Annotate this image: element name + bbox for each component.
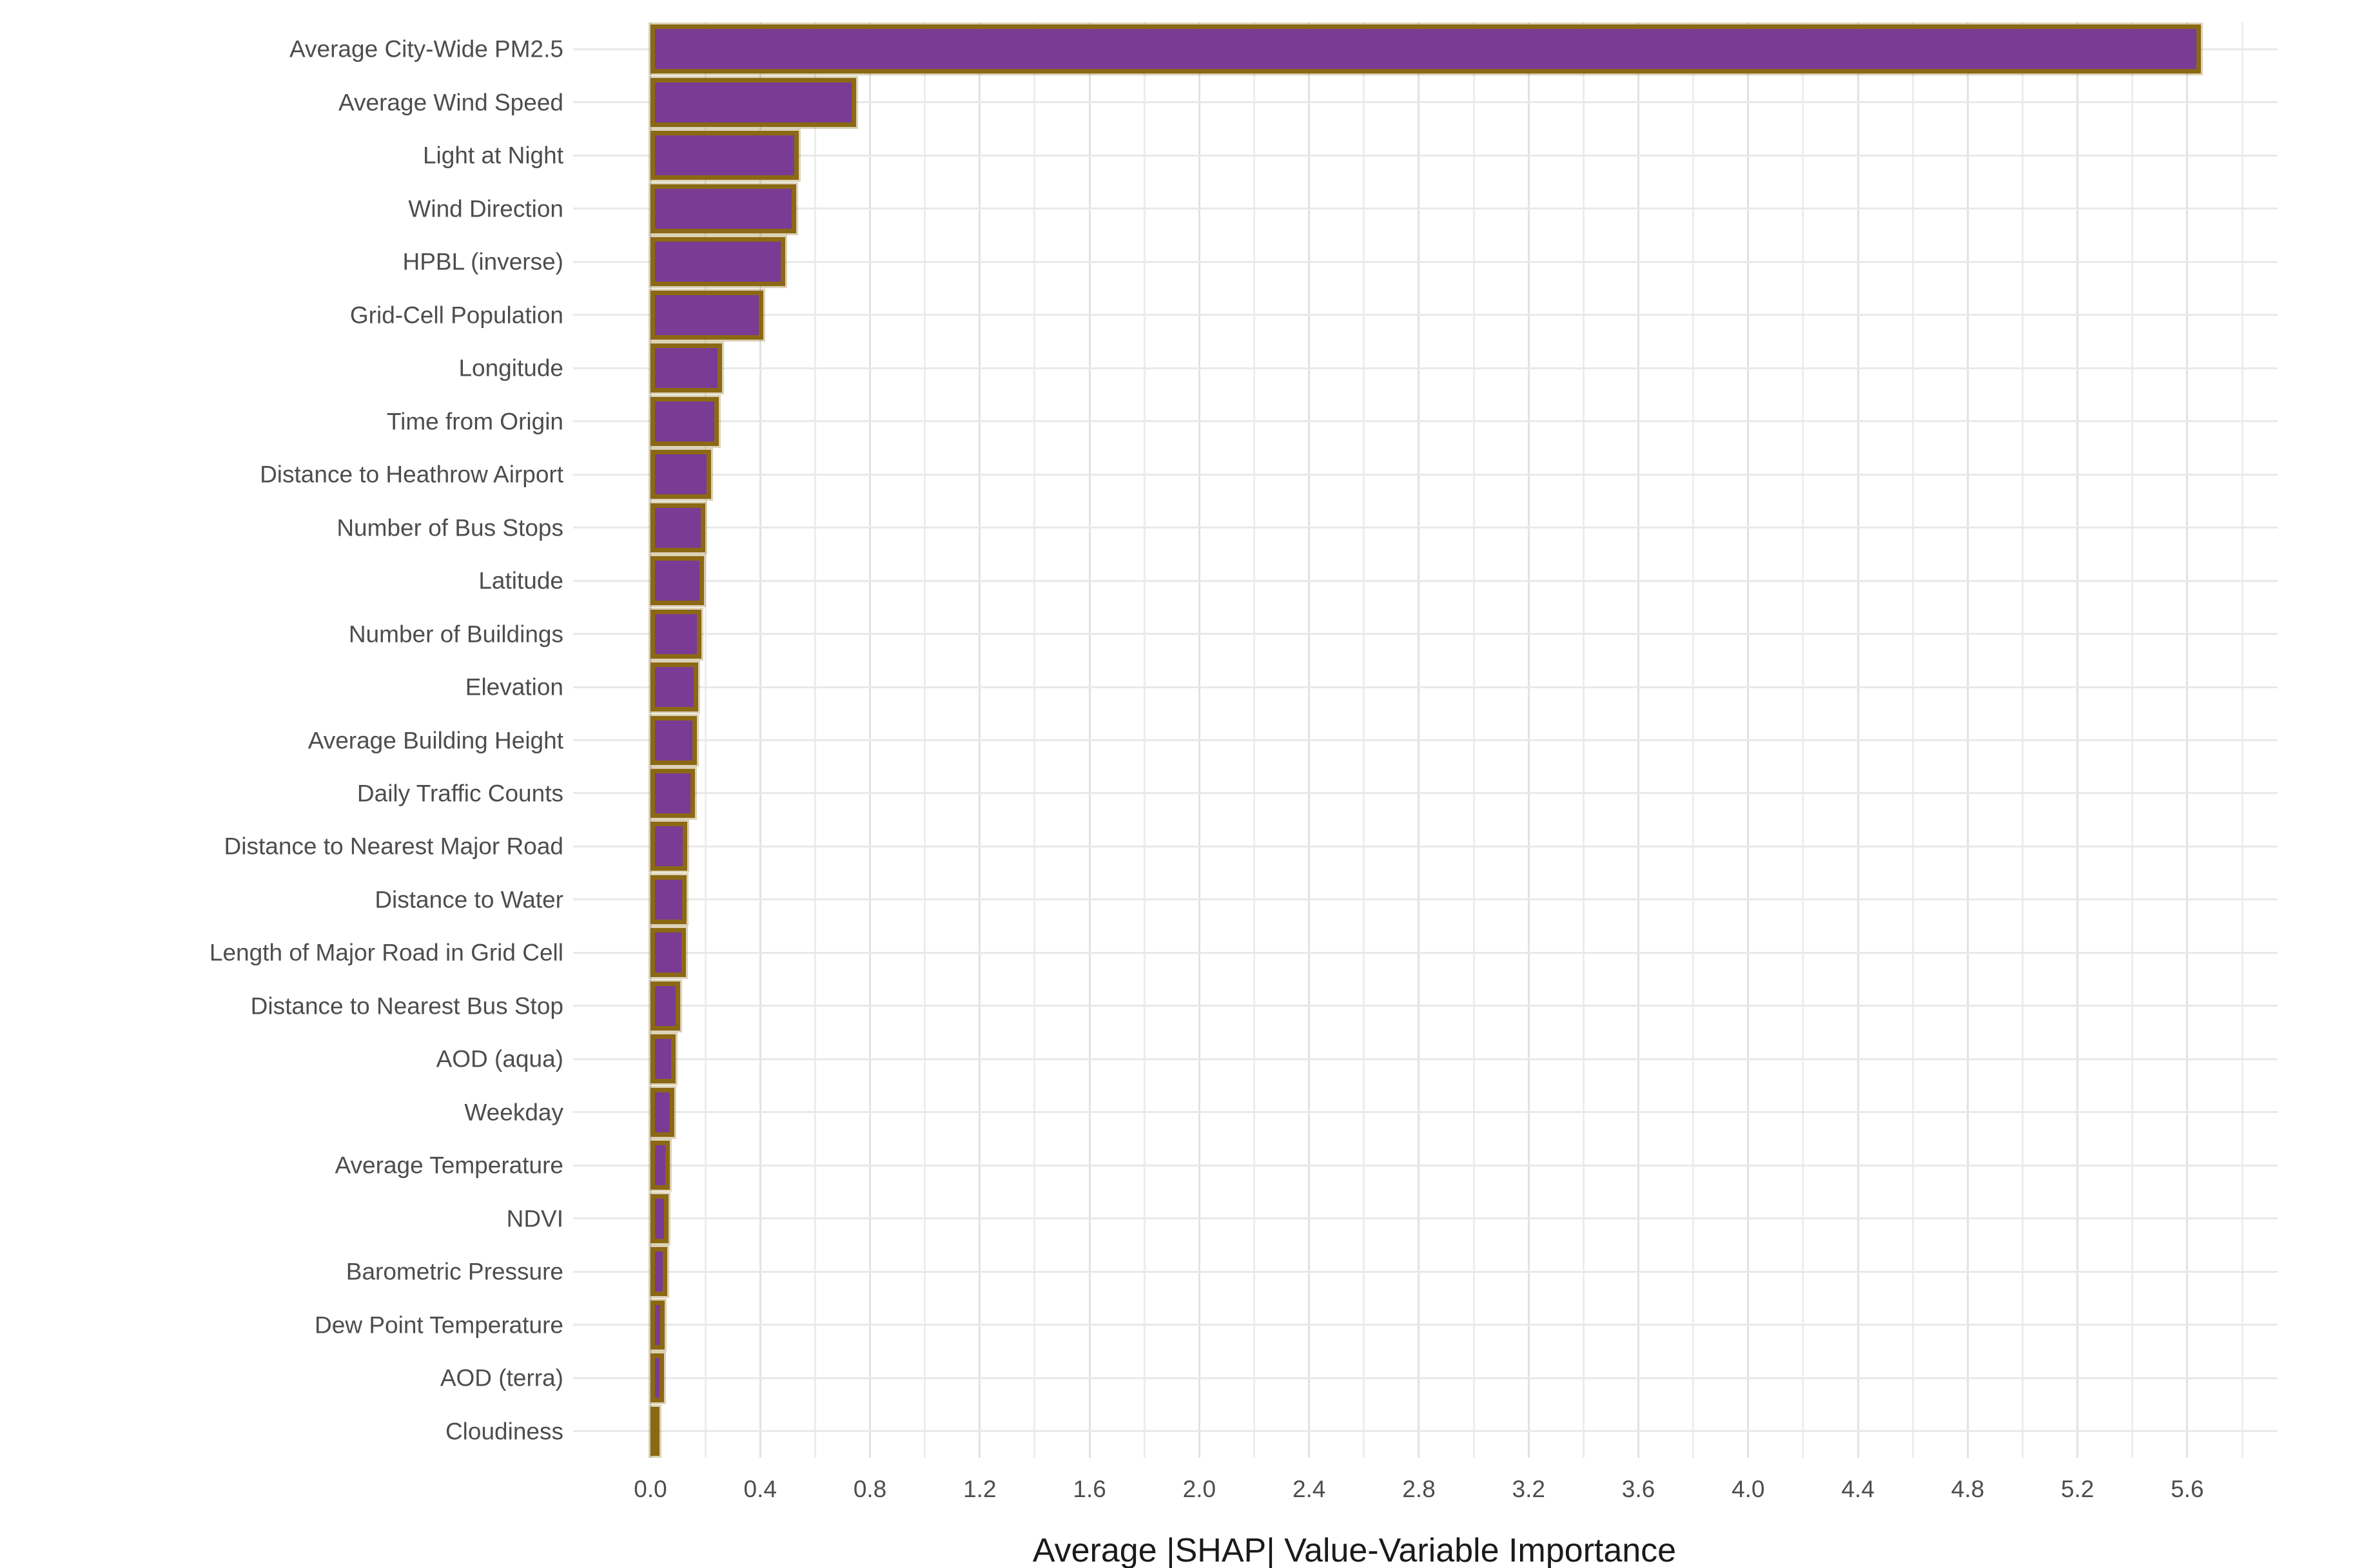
- x-tick-label: 4.4: [1841, 1476, 1875, 1502]
- category-label: Weekday: [464, 1099, 563, 1126]
- importance-bar: [650, 290, 763, 340]
- gridline-horizontal: [573, 473, 2278, 476]
- importance-bar: [650, 928, 687, 978]
- category-label: Distance to Heathrow Airport: [260, 461, 563, 488]
- category-label: Average City-Wide PM2.5: [289, 35, 563, 63]
- category-label: Latitude: [478, 567, 563, 594]
- x-tick-label: 4.8: [1951, 1476, 1985, 1502]
- x-tick-label: 2.8: [1402, 1476, 1436, 1502]
- category-label: Distance to Nearest Bus Stop: [250, 992, 563, 1020]
- importance-bar: [650, 24, 2202, 74]
- x-tick-label: 3.6: [1621, 1476, 1655, 1502]
- gridline-horizontal: [573, 739, 2278, 741]
- category-label: AOD (terra): [440, 1364, 563, 1391]
- category-label: Grid-Cell Population: [349, 302, 563, 329]
- x-tick-label: 1.6: [1073, 1476, 1106, 1502]
- category-label: AOD (aqua): [436, 1045, 563, 1072]
- importance-bar: [650, 609, 701, 659]
- gridline-horizontal: [573, 1111, 2278, 1114]
- x-tick-label: 3.2: [1512, 1476, 1545, 1502]
- x-tick-label: 4.0: [1732, 1476, 1765, 1502]
- category-label: Elevation: [465, 673, 563, 701]
- importance-bar: [650, 396, 719, 446]
- importance-bar: [650, 503, 706, 552]
- importance-bar: [650, 556, 704, 606]
- x-tick-label: 0.0: [634, 1476, 667, 1502]
- category-label: Dew Point Temperature: [315, 1312, 563, 1339]
- importance-bar: [650, 1194, 669, 1243]
- gridline-horizontal: [573, 792, 2278, 795]
- gridline-horizontal: [573, 845, 2278, 847]
- gridline-horizontal: [573, 527, 2278, 529]
- importance-bar: [650, 1406, 660, 1456]
- category-label: Barometric Pressure: [346, 1258, 563, 1285]
- importance-bar: [650, 131, 799, 180]
- category-label: Longitude: [458, 354, 563, 382]
- gridline-horizontal: [573, 1377, 2278, 1379]
- gridline-horizontal: [573, 951, 2278, 954]
- gridline-horizontal: [573, 1270, 2278, 1273]
- gridline-horizontal: [573, 314, 2278, 316]
- category-label: Length of Major Road in Grid Cell: [209, 939, 563, 966]
- gridline-horizontal: [573, 1217, 2278, 1220]
- gridline-horizontal: [573, 579, 2278, 582]
- x-tick-label: 2.0: [1182, 1476, 1216, 1502]
- x-tick-label: 5.2: [2060, 1476, 2094, 1502]
- x-tick-label: 0.4: [743, 1476, 777, 1502]
- category-label: Wind Direction: [408, 195, 563, 222]
- category-label: Distance to Nearest Major Road: [224, 833, 563, 860]
- importance-bar: [650, 1034, 676, 1084]
- gridline-horizontal: [573, 633, 2278, 635]
- gridline-horizontal: [573, 1058, 2278, 1060]
- importance-bar: [650, 450, 711, 499]
- importance-bar: [650, 1247, 667, 1297]
- gridline-horizontal: [573, 1430, 2278, 1433]
- gridline-horizontal: [573, 420, 2278, 423]
- importance-bar: [650, 184, 796, 233]
- importance-bar: [650, 1300, 665, 1350]
- importance-bar: [650, 1141, 670, 1190]
- importance-bar: [650, 875, 687, 924]
- gridline-horizontal: [573, 686, 2278, 688]
- plot-panel: [573, 23, 2278, 1458]
- gridline-horizontal: [573, 208, 2278, 210]
- gridline-horizontal: [573, 154, 2278, 157]
- category-label: HPBL (inverse): [402, 248, 563, 275]
- importance-bar: [650, 768, 696, 818]
- x-tick-label: 0.8: [853, 1476, 887, 1502]
- importance-bar: [650, 1087, 675, 1137]
- category-label: Average Building Height: [308, 727, 563, 753]
- x-axis-title: Average |SHAP| Value-Variable Importance: [1032, 1532, 1677, 1568]
- gridline-horizontal: [573, 101, 2278, 104]
- x-tick-label: 1.2: [963, 1476, 997, 1502]
- importance-bar: [650, 822, 688, 871]
- importance-bar: [650, 663, 699, 712]
- importance-bar: [650, 981, 680, 1031]
- category-label: Number of Buildings: [348, 621, 563, 648]
- gridline-horizontal: [573, 1324, 2278, 1326]
- gridline-horizontal: [573, 367, 2278, 369]
- category-label: NDVI: [506, 1205, 563, 1232]
- x-tick-label: 2.4: [1292, 1476, 1326, 1502]
- category-label: Number of Bus Stops: [337, 514, 563, 541]
- importance-bar: [650, 237, 785, 287]
- category-label: Time from Origin: [386, 408, 563, 435]
- y-axis-labels: Average City-Wide PM2.5 Average Wind Spee…: [0, 0, 563, 1568]
- gridline-horizontal: [573, 1164, 2278, 1166]
- importance-bar: [650, 715, 698, 765]
- gridline-horizontal: [573, 1005, 2278, 1007]
- importance-bar: [650, 344, 722, 393]
- category-label: Average Wind Speed: [338, 89, 563, 116]
- gridline-horizontal: [573, 260, 2278, 263]
- importance-bar: [650, 77, 857, 127]
- importance-bar: [650, 1353, 665, 1403]
- category-label: Daily Traffic Counts: [356, 780, 563, 807]
- x-tick-label: 5.6: [2171, 1476, 2204, 1502]
- gridline-horizontal: [573, 898, 2278, 901]
- category-label: Cloudiness: [445, 1418, 563, 1445]
- category-label: Light at Night: [422, 142, 563, 169]
- category-label: Distance to Water: [375, 886, 563, 913]
- category-label: Average Temperature: [335, 1152, 563, 1179]
